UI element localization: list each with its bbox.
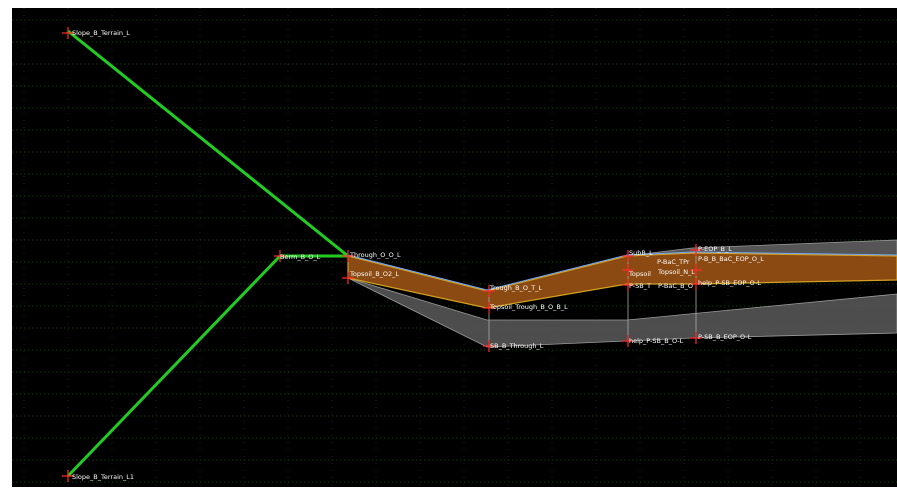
marker-through[interactable]: [342, 250, 354, 262]
pavement-region: [347, 252, 897, 309]
label-topsoil-n: Topsoil_N_L: [657, 268, 695, 276]
label-slope-terrain-bottom: Slope_B_Terrain_L1: [72, 473, 134, 481]
label-psb-t: P-SB_T: [629, 282, 651, 290]
label-through: Through_O_O_L: [349, 251, 401, 259]
label-help-psb: help_P-SB_B_O-L: [629, 337, 684, 345]
label-sb-through: SB_B_Through_L: [490, 342, 544, 350]
marker-psb-eop[interactable]: [690, 332, 702, 344]
marker-help-psb[interactable]: [622, 335, 634, 347]
label-berm: Berm_B_O_L: [280, 253, 321, 261]
marker-berm[interactable]: [274, 250, 286, 262]
point-markers: [62, 27, 702, 482]
point-labels: Slope_B_Terrain_L Slope_B_Terrain_L1 Ber…: [72, 29, 764, 481]
label-topsoil-mid: Topsoil: [628, 270, 651, 278]
label-trough-top: Trough_B_O_T_L: [489, 284, 542, 292]
subgrade-region: [347, 277, 897, 348]
marker-psb-t[interactable]: [622, 279, 634, 291]
marker-eop-mid[interactable]: [690, 264, 702, 276]
label-peop-top: P-EOP_B_L: [698, 245, 732, 253]
slope-line-upper: [67, 29, 349, 258]
marker-eop-low[interactable]: [690, 278, 702, 290]
marker-trough[interactable]: [483, 285, 495, 297]
marker-slope-top[interactable]: [62, 27, 74, 39]
label-pbc-b: P-BaC_B_O: [658, 282, 693, 290]
top-surface-edge: [347, 251, 897, 291]
label-slope-terrain-top: Slope_B_Terrain_L: [72, 29, 130, 37]
label-topsoil-trough: Topsoil_Trough_B_O_B_L: [489, 303, 568, 311]
marker-peop[interactable]: [690, 244, 702, 256]
marker-topsoil-o2[interactable]: [342, 272, 354, 284]
label-psb-eop: P-SB_B_EOP_O-L: [698, 333, 752, 341]
label-help-sb-eop: help_P-SB_EOP_O-L: [698, 279, 761, 287]
marker-subbase[interactable]: [622, 250, 634, 262]
grid: [12, 8, 897, 487]
cad-viewport[interactable]: Slope_B_Terrain_L Slope_B_Terrain_L1 Ber…: [12, 8, 897, 487]
label-subbase-top: SubB_L: [629, 249, 653, 257]
label-pbc-eop: P-B_B_BaC_EOP_O_L: [698, 255, 764, 263]
marker-trough-bottom[interactable]: [483, 302, 495, 314]
marker-sb-through[interactable]: [483, 340, 495, 352]
marker-slope-bottom[interactable]: [62, 470, 74, 482]
slope-line-lower: [66, 254, 282, 478]
label-topsoil-o2: Topsoil_B_O2_L: [349, 270, 399, 278]
marker-topsoil-mid[interactable]: [622, 264, 634, 276]
label-pbc-left: P-BaC_TPr: [657, 258, 690, 266]
cross-section-canvas[interactable]: Slope_B_Terrain_L Slope_B_Terrain_L1 Ber…: [12, 8, 897, 487]
